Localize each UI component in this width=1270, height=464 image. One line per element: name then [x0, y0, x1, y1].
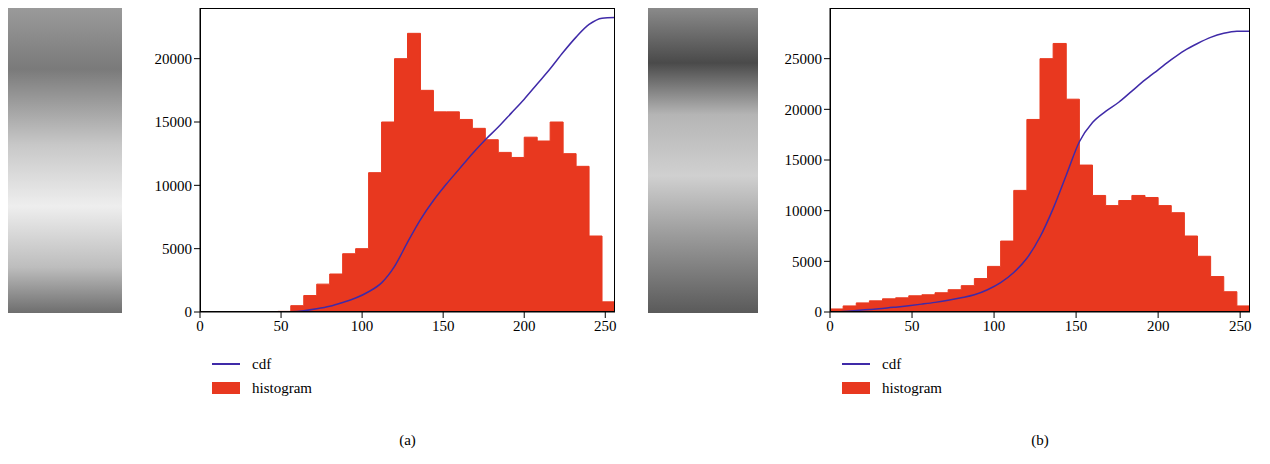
- html-text:histogram: histogram: [252, 379, 312, 396]
- svg-text:100: 100: [983, 318, 1006, 334]
- svg-text:150: 150: [1065, 318, 1088, 334]
- svg-text:15000: 15000: [155, 114, 193, 130]
- svg-text:0: 0: [196, 318, 204, 334]
- svg-text:10000: 10000: [155, 178, 193, 194]
- svg-text:5000: 5000: [162, 241, 192, 257]
- svg-text:0: 0: [826, 318, 834, 334]
- svg-text:0: 0: [815, 304, 823, 320]
- svg-text:200: 200: [513, 318, 536, 334]
- svg-text:100: 100: [351, 318, 374, 334]
- svg-text:250: 250: [1229, 318, 1252, 334]
- svg-text:15000: 15000: [785, 152, 823, 168]
- html-text:(b): (b): [1031, 432, 1049, 448]
- svg-text:20000: 20000: [155, 51, 193, 67]
- html-text:cdf: cdf: [882, 355, 902, 372]
- svg-text:50: 50: [274, 318, 289, 334]
- svg-text:10000: 10000: [785, 203, 823, 219]
- svg-text:25000: 25000: [785, 51, 823, 67]
- svg-text:0: 0: [185, 304, 193, 320]
- svg-text:250: 250: [594, 318, 617, 334]
- html-text:cdf: cdf: [252, 355, 272, 372]
- html-text:(a): (a): [399, 432, 416, 448]
- svg-text:50: 50: [905, 318, 920, 334]
- svg-text:5000: 5000: [792, 254, 822, 270]
- svg-text:150: 150: [432, 318, 455, 334]
- svg-text:20000: 20000: [785, 102, 823, 118]
- html-text:histogram: histogram: [882, 379, 942, 396]
- svg-text:200: 200: [1147, 318, 1170, 334]
